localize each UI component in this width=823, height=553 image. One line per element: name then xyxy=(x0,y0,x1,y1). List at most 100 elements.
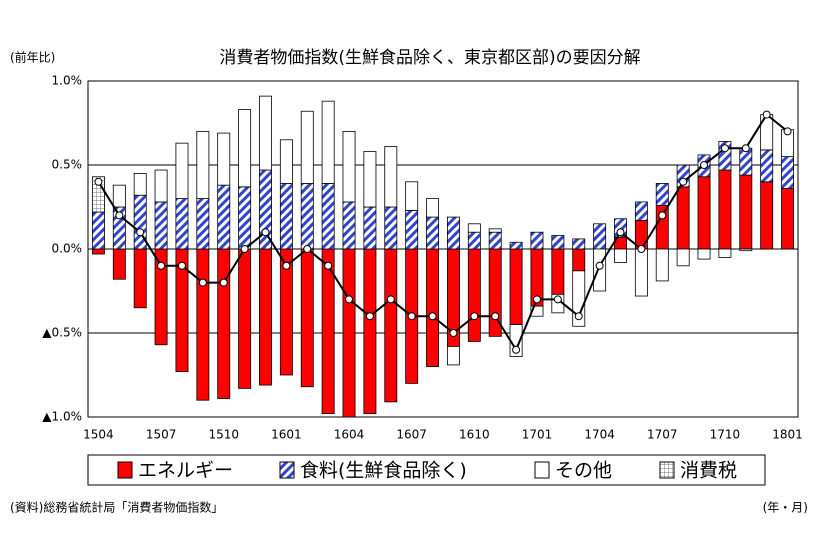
line-marker xyxy=(595,261,604,270)
bar xyxy=(363,206,377,250)
line-marker xyxy=(407,312,416,321)
line-marker xyxy=(115,211,124,220)
legend-label: 食料(生鮮食品除く) xyxy=(300,460,467,482)
bar xyxy=(300,110,314,184)
y-tick-label: 0.0% xyxy=(52,242,83,256)
bar xyxy=(300,183,314,250)
x-tick-label: 1507 xyxy=(146,428,177,442)
y-tick-label: ▲0.5% xyxy=(42,326,82,340)
bar xyxy=(300,248,314,388)
bar xyxy=(112,184,126,208)
y-tick-label: 0.5% xyxy=(52,158,83,172)
x-tick-label: 1710 xyxy=(710,428,741,442)
bar xyxy=(614,248,627,263)
bar xyxy=(405,181,419,211)
bar xyxy=(279,183,293,250)
bar xyxy=(175,198,189,250)
bar xyxy=(175,142,189,200)
bar xyxy=(426,248,440,367)
bar xyxy=(133,172,147,196)
bar xyxy=(572,248,586,272)
bar xyxy=(593,223,607,250)
x-tick-label: 1704 xyxy=(584,428,615,442)
y-tick-label: ▲1.0% xyxy=(42,410,82,424)
bar xyxy=(593,248,607,292)
bar xyxy=(676,248,690,267)
bar xyxy=(112,248,126,280)
bar xyxy=(321,100,335,184)
bar xyxy=(530,305,544,317)
line-marker xyxy=(345,295,354,304)
bar xyxy=(426,216,440,250)
bar xyxy=(238,248,252,389)
bar xyxy=(697,248,711,260)
bar xyxy=(342,130,356,203)
line-marker xyxy=(219,278,228,287)
legend-swatch xyxy=(534,461,550,479)
bar xyxy=(634,201,648,221)
bar xyxy=(321,183,335,250)
bar xyxy=(384,146,398,208)
x-tick-label: 1504 xyxy=(83,428,114,442)
bar xyxy=(196,130,210,199)
bar xyxy=(133,194,147,250)
bar xyxy=(488,228,502,233)
x-tick-label: 1607 xyxy=(396,428,427,442)
line-marker xyxy=(658,211,667,220)
x-tick-label: 1701 xyxy=(522,428,553,442)
x-axis-label: (年・月) xyxy=(763,501,808,515)
bar xyxy=(279,139,293,184)
bar xyxy=(718,169,732,250)
source: (資料)総務省統計局「消費者物価指数」 xyxy=(10,500,223,515)
bar xyxy=(154,169,168,203)
bar xyxy=(467,248,481,342)
line-marker xyxy=(428,312,437,321)
bar xyxy=(551,235,565,250)
bar xyxy=(739,248,753,252)
x-tick-label: 1610 xyxy=(459,428,490,442)
bar xyxy=(259,248,272,386)
x-tick-label: 1707 xyxy=(647,428,678,442)
line-marker xyxy=(365,312,374,321)
bar xyxy=(739,174,753,250)
line-marker xyxy=(762,110,771,119)
bar xyxy=(634,248,648,297)
y-tick-label: 1.0% xyxy=(52,74,83,88)
y-axis-label: (前年比) xyxy=(10,50,55,65)
bar xyxy=(781,188,795,250)
line-marker xyxy=(512,345,521,354)
line-marker xyxy=(94,177,103,186)
bar xyxy=(446,216,460,250)
bar xyxy=(488,231,502,250)
bar xyxy=(760,149,774,183)
bar xyxy=(238,109,252,188)
bar xyxy=(342,248,356,418)
bar xyxy=(259,95,272,171)
bar xyxy=(405,209,419,250)
bar xyxy=(467,231,481,250)
bar xyxy=(217,184,231,250)
bar xyxy=(342,201,356,250)
bar xyxy=(154,201,168,250)
line-marker xyxy=(741,144,750,153)
legend-swatch xyxy=(117,461,133,479)
bar xyxy=(655,248,669,282)
bar xyxy=(91,248,105,255)
line xyxy=(97,113,789,352)
legend-swatch xyxy=(659,461,675,479)
bar xyxy=(655,183,669,206)
bar xyxy=(133,248,147,309)
line-marker xyxy=(532,295,541,304)
line-marker xyxy=(700,161,709,169)
line-marker xyxy=(303,245,312,253)
line-marker xyxy=(386,295,395,304)
bar xyxy=(530,231,544,250)
bar xyxy=(217,248,231,399)
bar xyxy=(551,248,565,295)
bar xyxy=(760,181,774,250)
line-marker xyxy=(324,261,333,270)
legend-box xyxy=(87,454,766,486)
line-marker xyxy=(240,245,249,253)
